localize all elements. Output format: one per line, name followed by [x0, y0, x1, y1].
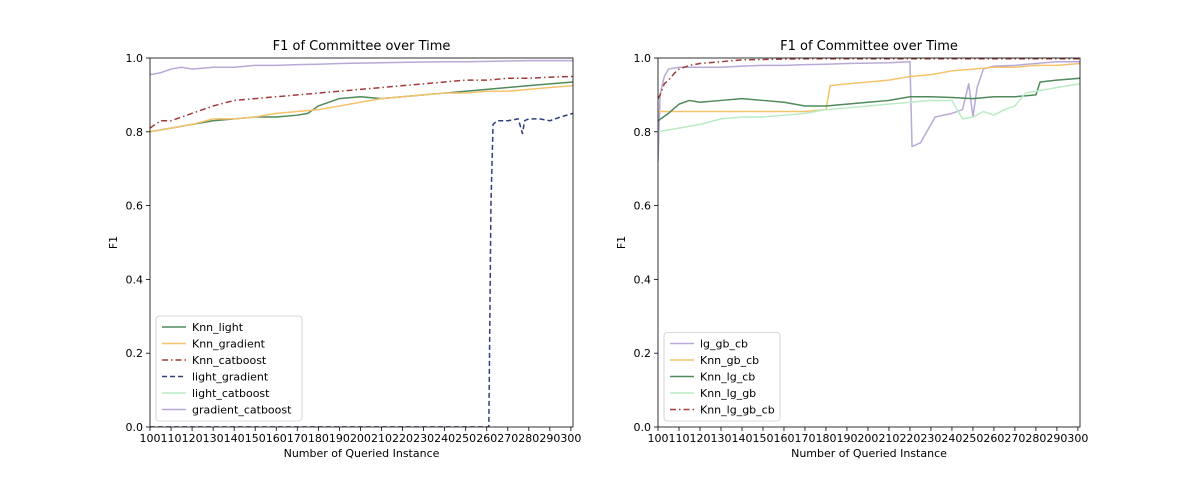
x-tick-label: 250: [455, 432, 476, 445]
legend-label: Knn_gradient: [192, 338, 266, 351]
x-tick-label: 170: [794, 432, 815, 445]
legend-label: gradient_catboost: [192, 404, 292, 417]
x-tick-label: 140: [731, 432, 752, 445]
legend-label: light_catboost: [192, 387, 270, 400]
y-axis-label: F1: [107, 236, 120, 249]
x-tick-label: 210: [878, 432, 899, 445]
y-axis-label: F1: [615, 236, 628, 249]
chart-left: 100 110 120 130 140 150 160 170 180 190 200 210 220 2…: [107, 39, 581, 460]
series-lines: [658, 58, 1080, 162]
x-tick-label: 160: [773, 432, 794, 445]
legend-label: light_gradient: [192, 371, 269, 384]
x-axis-label: Number of Queried Instance: [791, 447, 947, 460]
legend-label: lg_gb_cb: [700, 338, 748, 351]
series-line-knn-lg-gb-cb: [658, 58, 1080, 99]
series-lines: [150, 59, 573, 427]
series-line-knn-light: [150, 81, 573, 133]
y-tick-label: 0.0: [634, 421, 652, 434]
y-tick-label: 1.0: [126, 52, 144, 65]
x-tick-label: 270: [497, 432, 518, 445]
legend: lg_gb_cb Knn_gb_cb Knn_lg_cb Knn_lg_gb Knn_l…: [663, 332, 781, 422]
y-tick-label: 1.0: [634, 52, 652, 65]
x-tick-label: 160: [266, 432, 287, 445]
x-tick-label: 230: [413, 432, 434, 445]
x-tick-label: 200: [350, 432, 371, 445]
legend-box: [155, 315, 303, 422]
x-tick-label: 180: [308, 432, 329, 445]
series-line-knn-gb-cb: [658, 62, 1080, 113]
x-tick-label: 100: [648, 432, 669, 445]
chart-title: F1 of Committee over Time: [273, 39, 451, 54]
legend-label: Knn_lg_gb: [700, 387, 756, 400]
plot-area-frame: [657, 57, 1081, 428]
x-tick-label: 280: [1025, 432, 1046, 445]
x-tick-label: 270: [1004, 432, 1025, 445]
x-tick-label: 300: [560, 432, 581, 445]
legend-label: Knn_catboost: [192, 354, 267, 367]
x-tick-label: 240: [941, 432, 962, 445]
x-tick-label: 190: [329, 432, 350, 445]
series-line-knn-lg-gb: [658, 83, 1080, 133]
x-tick-label: 150: [245, 432, 266, 445]
plot-area-frame: [149, 57, 574, 428]
x-tick-label: 280: [518, 432, 539, 445]
y-tick-label: 0.2: [634, 347, 652, 360]
chart-title: F1 of Committee over Time: [780, 39, 958, 54]
x-tick-label: 210: [371, 432, 392, 445]
x-tick-label: 140: [224, 432, 245, 445]
x-tick-label: 110: [161, 432, 182, 445]
y-tick-label: 0.8: [634, 126, 652, 139]
y-tick-label: 0.4: [634, 273, 652, 286]
y-tick-label: 0.4: [126, 273, 144, 286]
x-tick-label: 110: [668, 432, 689, 445]
series-line-light-gradient: [150, 112, 573, 427]
x-tick-label: 250: [962, 432, 983, 445]
series-line-knn-lg-cb: [658, 77, 1080, 122]
x-tick-label: 260: [983, 432, 1004, 445]
x-tick-label: 120: [182, 432, 203, 445]
legend-box: [663, 332, 781, 422]
x-tick-label: 120: [689, 432, 710, 445]
y-tick-label: 0.8: [126, 126, 144, 139]
legend-label: Knn_lg_gb_cb: [700, 404, 775, 417]
series-line-knn-gradient: [150, 84, 573, 133]
x-tick-label: 150: [752, 432, 773, 445]
x-tick-label: 290: [539, 432, 560, 445]
x-tick-label: 220: [392, 432, 413, 445]
legend-label: Knn_gb_cb: [700, 354, 759, 367]
x-tick-label: 230: [920, 432, 941, 445]
legend-label: Knn_light: [192, 321, 244, 334]
x-tick-label: 240: [434, 432, 455, 445]
chart-right: 100 110 120 130 140 150 160 170 180 190 200 210 220 2…: [615, 39, 1088, 460]
x-tick-label: 190: [836, 432, 857, 445]
legend-label: Knn_lg_cb: [700, 371, 755, 384]
legend: Knn_light Knn_gradient Knn_catboost light_g…: [155, 315, 303, 422]
series-line-gradient-catboost: [150, 59, 573, 76]
x-tick-label: 260: [476, 432, 497, 445]
x-tick-label: 100: [140, 432, 161, 445]
x-tick-label: 200: [857, 432, 878, 445]
y-tick-label: 0.2: [126, 347, 144, 360]
x-tick-label: 290: [1046, 432, 1067, 445]
x-axis-label: Number of Queried Instance: [284, 447, 440, 460]
series-line-knn-catboost: [150, 75, 573, 129]
x-tick-label: 180: [815, 432, 836, 445]
y-tick-label: 0.6: [126, 200, 144, 213]
x-tick-label: 300: [1067, 432, 1088, 445]
x-tick-label: 130: [710, 432, 731, 445]
x-tick-label: 220: [899, 432, 920, 445]
x-tick-label: 130: [203, 432, 224, 445]
x-tick-label: 170: [287, 432, 308, 445]
y-tick-label: 0.6: [634, 200, 652, 213]
y-tick-label: 0.0: [126, 421, 144, 434]
